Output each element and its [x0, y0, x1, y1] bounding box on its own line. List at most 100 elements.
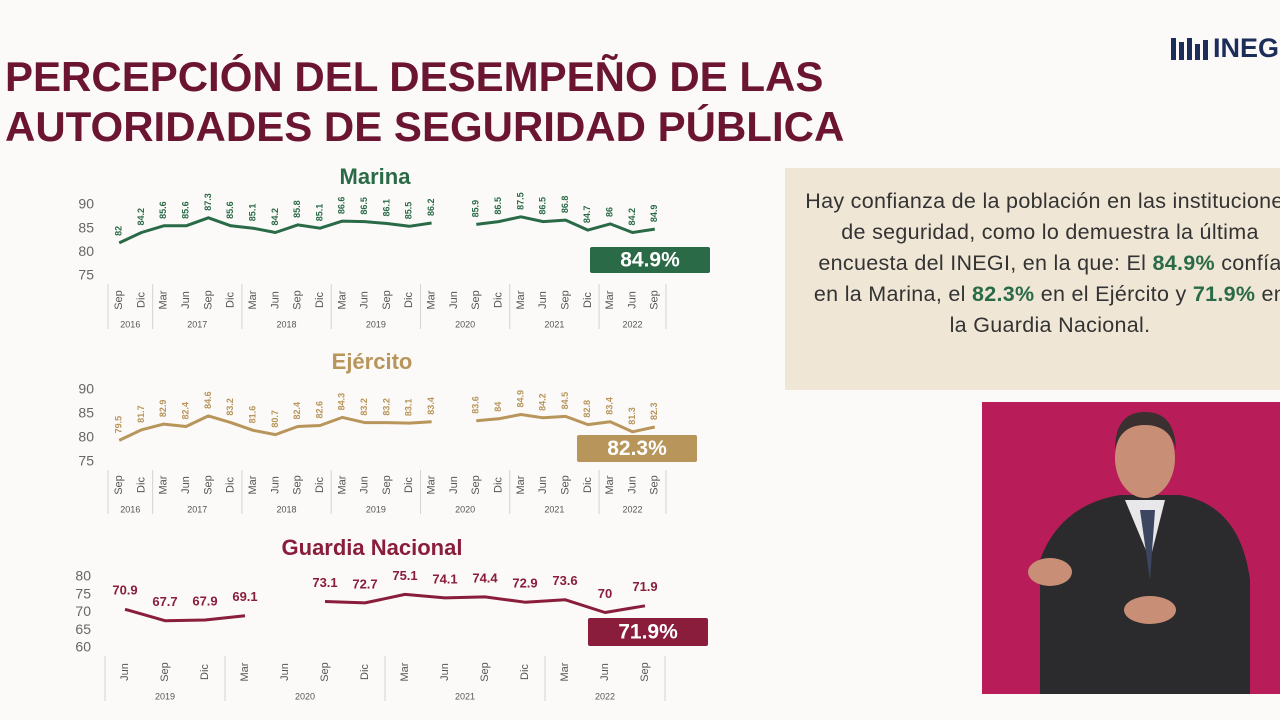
data-label: 84.3 [337, 393, 347, 411]
x-tick-label: Dic [314, 477, 326, 493]
series-line [118, 413, 656, 442]
x-tick-label: Jun [180, 291, 192, 309]
interpreter-body [1040, 495, 1250, 694]
x-tick-label: Dic [493, 477, 505, 493]
x-tick-label: Jun [269, 291, 281, 309]
highlight-value: 71.9% [1192, 282, 1256, 306]
data-label: 84.5 [560, 392, 570, 410]
y-tick-label: 85 [78, 219, 94, 235]
data-label: 83.2 [381, 398, 391, 416]
data-label: 83.2 [225, 398, 235, 416]
x-tick-label: Mar [559, 662, 571, 681]
x-tick-label: Dic [199, 664, 211, 680]
note-text: confía en la Marina, el [813, 251, 1280, 306]
x-tick-label: Sep [159, 662, 171, 682]
y-tick-label: 90 [78, 381, 94, 397]
note-box: Hay confianza de la población en las ins… [785, 168, 1280, 390]
data-label: 87.5 [515, 192, 525, 210]
data-label: 72.7 [352, 576, 377, 591]
logo-mark [1179, 42, 1184, 60]
data-label: 81.7 [136, 405, 146, 423]
x-tick-label: Mar [336, 290, 348, 309]
x-tick-label: Jun [599, 663, 611, 681]
data-label: 72.9 [512, 576, 537, 591]
x-tick-label: Dic [582, 292, 594, 308]
data-label: 80.7 [270, 410, 280, 428]
group-label: 2017 [187, 319, 207, 329]
video-inset [982, 402, 1280, 694]
x-tick-label: Sep [319, 662, 331, 682]
note-text: en el Ejército y [1034, 282, 1193, 306]
logo: INEGI [1171, 33, 1280, 63]
y-tick-label: 80 [78, 429, 94, 445]
x-tick-label: Sep [479, 662, 491, 682]
data-label: 81.6 [247, 406, 257, 424]
data-label: 71.9 [632, 579, 657, 594]
x-tick-label: Jun [119, 663, 131, 681]
y-tick-label: 80 [75, 568, 91, 584]
series-line [118, 215, 656, 245]
x-tick-label: Dic [403, 477, 415, 493]
interpreter-hand [1028, 558, 1072, 586]
group-label: 2022 [623, 319, 643, 329]
logo-mark [1171, 38, 1176, 60]
data-label: 84.9 [515, 390, 525, 408]
y-tick-label: 85 [78, 405, 94, 421]
data-label: 82.4 [180, 402, 190, 420]
data-label: 82 [114, 226, 124, 236]
highlight-box [590, 247, 710, 273]
interpreter-tie [1140, 510, 1155, 580]
group-label: 2016 [120, 504, 140, 514]
x-tick-label: Dic [225, 292, 237, 308]
data-label: 83.4 [426, 397, 436, 415]
data-label: 84.2 [270, 208, 280, 226]
data-label: 82.9 [158, 400, 168, 418]
x-tick-label: Mar [426, 475, 438, 494]
group-label: 2022 [623, 504, 643, 514]
data-label: 74.1 [432, 571, 457, 586]
highlight-box [588, 618, 708, 646]
data-label: 82.4 [292, 402, 302, 420]
data-label: 86 [605, 207, 615, 217]
x-tick-label: Mar [426, 290, 438, 309]
x-tick-label: Jun [537, 291, 549, 309]
logo-text: INEGI [1213, 33, 1280, 63]
data-label: 83.2 [359, 398, 369, 416]
line-chart: Ejército 75 80 85 90 Sep Dic 2016 Mar Jun Sep Dic 20… [78, 349, 697, 514]
y-tick-label: 60 [75, 639, 91, 655]
highlight-value: 84.9% [1152, 251, 1215, 275]
group-label: 2021 [544, 319, 564, 329]
y-tick-label: 65 [75, 621, 91, 637]
data-label: 85.9 [471, 200, 481, 218]
data-label: 86.5 [493, 197, 503, 215]
x-tick-label: Mar [158, 290, 170, 309]
x-tick-label: Jun [359, 291, 371, 309]
highlight-label: 84.9% [620, 249, 680, 272]
x-tick-label: Sep [202, 475, 214, 495]
data-label: 85.5 [404, 202, 414, 220]
data-label: 81.3 [627, 407, 637, 425]
data-label: 84.2 [627, 208, 637, 226]
x-tick-label: Sep [292, 290, 304, 310]
y-tick-label: 75 [75, 585, 91, 601]
x-tick-label: Dic [225, 477, 237, 493]
group-label: 2021 [544, 504, 564, 514]
x-tick-label: Sep [559, 475, 571, 495]
x-tick-label: Jun [626, 476, 638, 494]
x-tick-label: Mar [515, 475, 527, 494]
x-tick-label: Sep [559, 290, 571, 310]
data-label: 86.5 [538, 197, 548, 215]
x-tick-label: Jun [359, 476, 371, 494]
data-label: 86.1 [381, 199, 391, 217]
x-tick-label: Sep [639, 662, 651, 682]
group-label: 2017 [187, 504, 207, 514]
x-tick-label: Jun [537, 476, 549, 494]
data-label: 82.6 [314, 401, 324, 419]
data-label: 84 [493, 402, 503, 412]
x-tick-label: Mar [247, 290, 259, 309]
title-line: PERCEPCIÓN DEL DESEMPEÑO DE LAS [5, 52, 823, 100]
group-label: 2020 [455, 504, 475, 514]
